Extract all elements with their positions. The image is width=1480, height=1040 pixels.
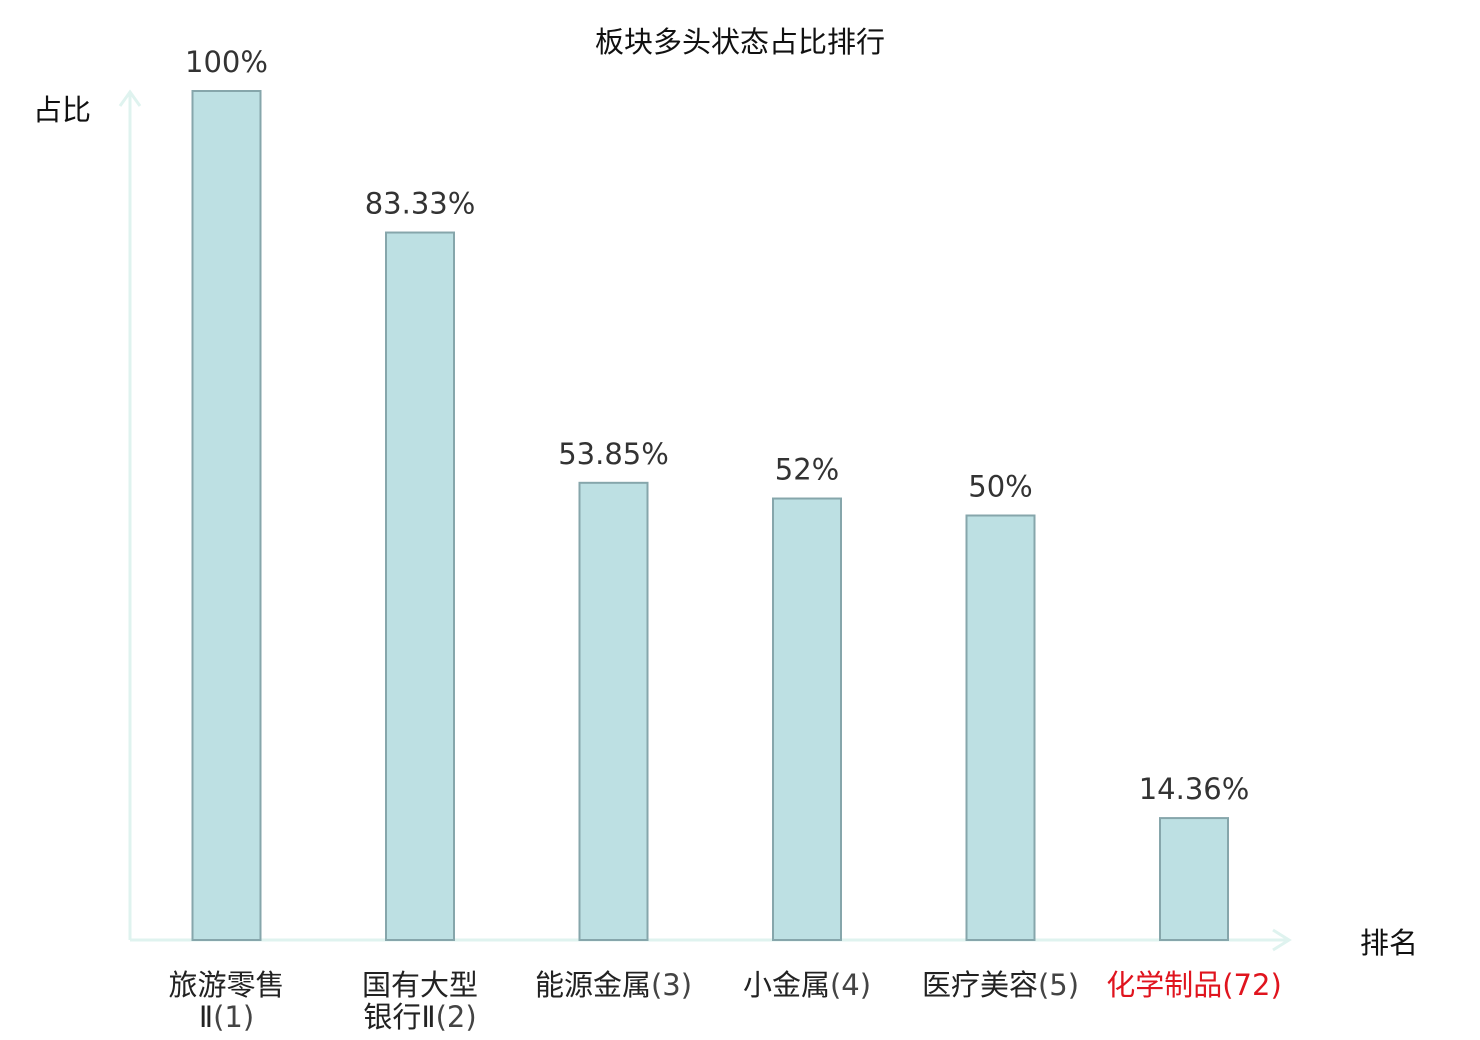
- x-tick-rank: (5): [1038, 968, 1079, 1002]
- x-tick-name-line: 国有大型: [362, 968, 478, 1002]
- x-tick-rank: (2): [436, 1000, 477, 1034]
- value-label-3: 53.85%: [558, 437, 669, 471]
- value-label-1: 100%: [185, 45, 268, 79]
- value-label-5: 50%: [968, 470, 1032, 504]
- x-tick-rank: (3): [651, 968, 692, 1002]
- x-tick-name-line: 小金属: [743, 968, 830, 1002]
- x-tick-rank: (1): [213, 1000, 254, 1034]
- bar-3: [578, 481, 649, 941]
- x-tick-name-line: 银行Ⅱ: [363, 1000, 435, 1034]
- x-tick-label-4: 小金属(4): [743, 968, 871, 1002]
- x-tick-name-line: 医疗美容: [922, 968, 1038, 1002]
- x-tick-name-line: 能源金属: [535, 968, 651, 1002]
- value-labels-group: 100% 83.33% 53.85% 52% 50% 14.36%: [185, 45, 1249, 806]
- y-axis-label: 占比: [33, 93, 91, 127]
- x-tick-name-line: 化学制品: [1106, 968, 1222, 1002]
- x-tick-label-3: 能源金属(3): [535, 968, 692, 1002]
- bar-6: [1159, 817, 1229, 942]
- x-axis-arrowhead: [1272, 928, 1292, 952]
- value-label-6: 14.36%: [1139, 772, 1250, 806]
- bars-group: [191, 90, 1229, 942]
- value-label-4: 52%: [775, 453, 839, 487]
- x-tick-label-5: 医疗美容(5): [922, 968, 1079, 1002]
- bar-1: [191, 90, 262, 941]
- x-tick-name-line: 旅游零售: [168, 968, 284, 1002]
- axes: [118, 89, 1292, 952]
- x-tick-label-6: 化学制品(72): [1106, 968, 1282, 1002]
- bar-2: [385, 231, 455, 941]
- y-axis-arrowhead: [118, 89, 142, 107]
- x-axis-label: 排名: [1360, 926, 1418, 960]
- x-tick-name-line: Ⅱ: [199, 1000, 213, 1034]
- x-tick-labels-group: 旅游零售 Ⅱ(1) 国有大型银行Ⅱ(2) 能源金属(3) 小金属(4) 医疗美容(5) 化学…: [168, 968, 1281, 1034]
- bar-4: [772, 497, 842, 941]
- x-tick-label-2: 国有大型银行Ⅱ(2): [362, 968, 478, 1034]
- x-tick-rank: (72): [1222, 968, 1282, 1002]
- chart-title: 板块多头状态占比排行: [595, 25, 885, 59]
- x-tick-rank: (4): [830, 968, 871, 1002]
- bar-5: [965, 514, 1036, 941]
- value-label-2: 83.33%: [365, 187, 476, 221]
- x-tick-label-1: 旅游零售 Ⅱ(1): [168, 968, 284, 1034]
